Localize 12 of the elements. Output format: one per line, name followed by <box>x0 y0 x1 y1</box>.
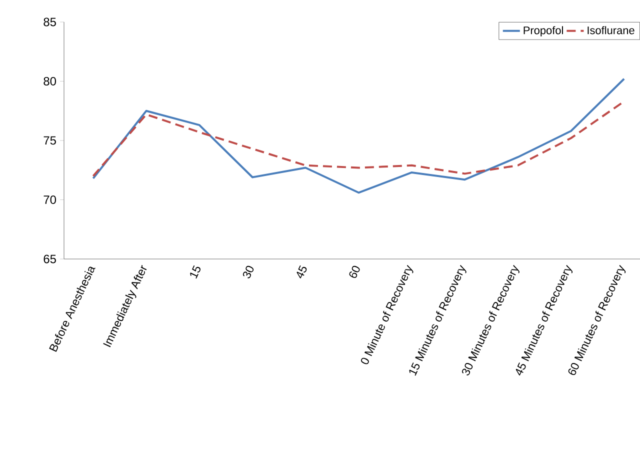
x-tick-label: 45 <box>296 265 307 278</box>
x-tick-label: 30 <box>242 266 254 278</box>
y-tick-label: 75 <box>44 136 56 145</box>
y-tick-label: 80 <box>44 77 56 86</box>
y-tick-label: 70 <box>44 196 56 204</box>
legend-label: Isoflurane <box>588 26 634 34</box>
x-tick-label: 60 <box>349 266 360 278</box>
y-tick-label: 85 <box>44 18 56 26</box>
line-series <box>92 78 626 194</box>
legend-label: Propofol <box>524 26 563 36</box>
y-tick-label: 65 <box>44 254 56 264</box>
x-tick-label: 15 <box>190 265 200 279</box>
